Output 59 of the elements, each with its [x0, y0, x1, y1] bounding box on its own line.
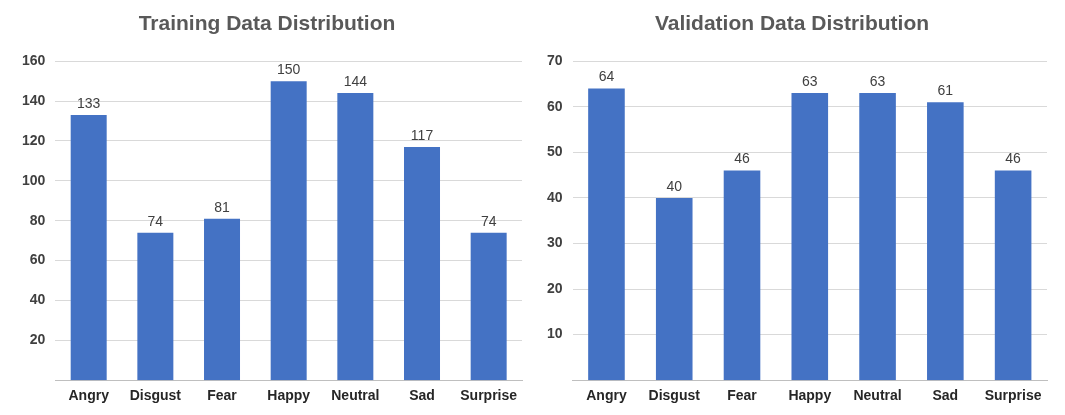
y-tick-label: 60	[546, 97, 563, 114]
data-label: 63	[869, 72, 886, 89]
y-tick-label: 40	[546, 188, 563, 205]
x-tick-label: Neutral	[853, 387, 902, 404]
data-label: 46	[734, 150, 751, 167]
y-tick-label: 100	[22, 171, 46, 188]
x-tick-label: Happy	[267, 387, 311, 404]
bar	[723, 170, 761, 381]
y-tick-label: 60	[29, 251, 46, 268]
bar	[859, 93, 896, 381]
y-tick-label: 20	[546, 279, 563, 296]
bar	[70, 115, 107, 381]
bar	[791, 93, 829, 381]
bar	[270, 81, 307, 381]
data-label: 61	[937, 82, 954, 99]
x-tick-label: Sad	[932, 387, 959, 404]
x-tick-label: Sad	[409, 387, 435, 404]
y-tick-label: 20	[29, 331, 46, 348]
bar	[655, 197, 693, 381]
bar	[588, 88, 625, 381]
bar	[994, 170, 1032, 381]
data-label: 74	[147, 212, 164, 229]
data-label: 144	[343, 72, 368, 89]
y-tick-label: 30	[546, 234, 563, 251]
x-tick-label: Disgust	[648, 387, 701, 404]
bar	[927, 102, 964, 381]
data-label: 81	[214, 198, 231, 215]
y-tick-label: 40	[29, 291, 46, 308]
x-tick-label: Angry	[68, 387, 110, 404]
x-tick-label: Happy	[788, 387, 832, 404]
data-label: 63	[802, 72, 818, 89]
y-tick-label: 50	[546, 143, 563, 160]
data-label: 64	[598, 68, 615, 85]
y-tick-label: 80	[29, 211, 46, 228]
y-tick-label: 140	[22, 91, 46, 108]
data-label: 133	[77, 94, 101, 111]
x-tick-label: Surprise	[984, 387, 1042, 404]
data-label: 40	[666, 177, 683, 194]
data-label: 74	[480, 212, 497, 229]
y-tick-label: 10	[546, 325, 563, 342]
bar	[470, 232, 507, 381]
bar	[337, 93, 374, 381]
y-tick-label: 160	[22, 52, 46, 69]
x-tick-label: Neutral	[331, 387, 380, 404]
x-tick-label: Surprise	[460, 387, 518, 404]
x-tick-label: Fear	[727, 387, 758, 404]
x-tick-label: Fear	[207, 387, 238, 404]
y-tick-label: 120	[22, 131, 46, 148]
bar	[137, 232, 174, 381]
chart-title: Training Data Distribution	[138, 11, 396, 35]
chart-title: Validation Data Distribution	[654, 11, 930, 35]
bar	[204, 218, 241, 381]
x-tick-label: Disgust	[129, 387, 182, 404]
bar	[404, 146, 440, 381]
x-tick-label: Angry	[586, 387, 627, 404]
y-tick-label: 70	[546, 52, 563, 69]
data-label: 150	[277, 61, 301, 77]
data-label: 46	[1005, 150, 1022, 167]
data-label: 117	[410, 126, 434, 143]
